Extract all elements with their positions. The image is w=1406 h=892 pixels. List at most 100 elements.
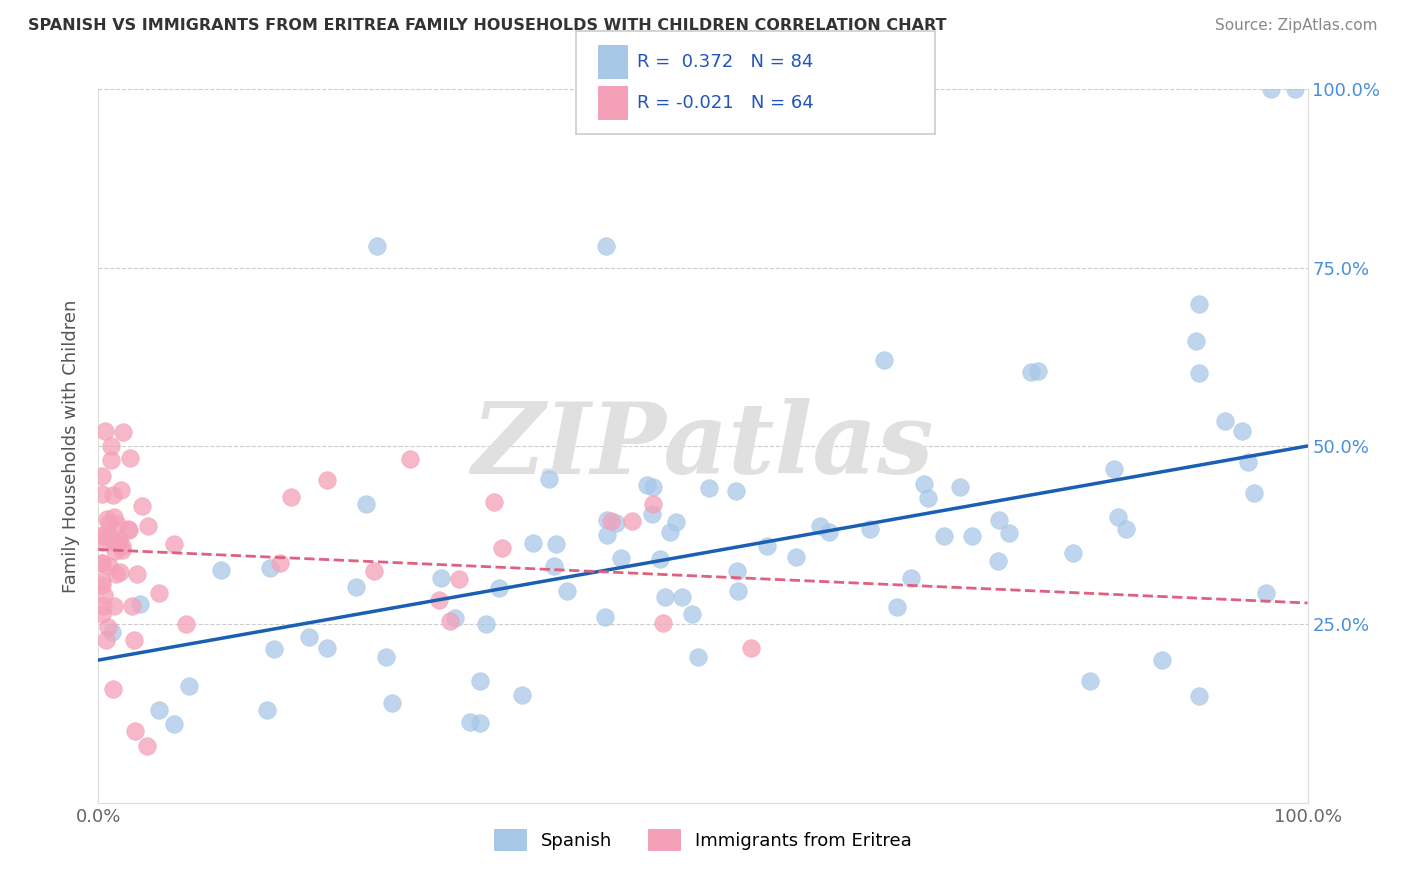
Text: R =  0.372   N = 84: R = 0.372 N = 84 [637,53,813,70]
Point [900,571,922,585]
Point [510,688,533,702]
Point [118,450,141,465]
Point [1078,674,1101,689]
Point [648,552,671,566]
Point [363,565,385,579]
Point [1102,462,1125,476]
Point [118,523,141,537]
Point [659,525,682,540]
Point [148,703,170,717]
Point [256,703,278,717]
Point [808,519,831,533]
Point [121,599,143,614]
Y-axis label: Family Households with Children: Family Households with Children [62,300,80,592]
Point [610,551,633,566]
Point [949,480,972,494]
Point [725,565,748,579]
Point [725,484,748,499]
Point [1254,585,1277,599]
Point [1184,334,1206,348]
Point [470,716,492,731]
Point [263,642,285,657]
Point [298,630,321,644]
Point [179,679,201,693]
Point [101,533,124,547]
Point [818,524,841,539]
Point [1107,510,1129,524]
Point [96,512,118,526]
Point [1188,366,1211,380]
Point [605,516,627,530]
Point [873,353,896,368]
Point [912,477,935,491]
Point [100,439,122,453]
Point [641,508,664,522]
Point [427,592,450,607]
Point [997,525,1019,540]
Point [654,590,676,604]
Point [136,519,159,533]
Point [543,559,565,574]
Point [91,556,114,570]
Point [91,487,114,501]
Point [105,517,128,532]
Point [641,480,664,494]
Text: Source: ZipAtlas.com: Source: ZipAtlas.com [1215,18,1378,33]
Point [108,565,131,579]
Point [315,640,337,655]
Point [135,739,157,753]
Point [475,617,498,632]
Point [97,620,120,634]
Point [686,649,709,664]
Point [91,556,114,570]
Point [174,617,197,632]
Text: R = -0.021   N = 64: R = -0.021 N = 64 [637,95,814,112]
Point [163,716,186,731]
Point [124,632,146,647]
Point [620,514,643,528]
Point [430,571,453,585]
Point [354,497,377,511]
Point [163,537,186,551]
Point [546,537,568,551]
Point [932,529,955,543]
Point [280,490,302,504]
Point [641,497,664,511]
Point [94,633,117,648]
Point [1188,297,1211,311]
Point [111,425,134,439]
Point [740,640,762,655]
Point [1230,424,1253,438]
Point [596,528,619,542]
Point [987,513,1010,527]
Point [108,533,131,547]
Point [131,499,153,513]
Point [103,488,125,502]
Point [1284,82,1306,96]
Point [555,584,578,599]
Point [1260,82,1282,96]
Point [522,535,544,549]
Point [91,468,114,483]
Point [98,529,121,543]
Point [91,607,114,621]
Point [117,522,139,536]
Point [671,591,693,605]
Point [148,585,170,599]
Point [91,574,114,589]
Point [636,478,658,492]
Point [91,578,114,592]
Point [94,425,117,439]
Point [1237,455,1260,469]
Point [398,452,420,467]
Point [101,682,124,697]
Point [491,541,513,555]
Point [859,522,882,536]
Point [91,528,114,542]
Point [366,239,388,253]
Point [105,567,128,582]
Point [537,472,560,486]
Point [593,609,616,624]
Point [444,611,467,625]
Point [1026,364,1049,378]
